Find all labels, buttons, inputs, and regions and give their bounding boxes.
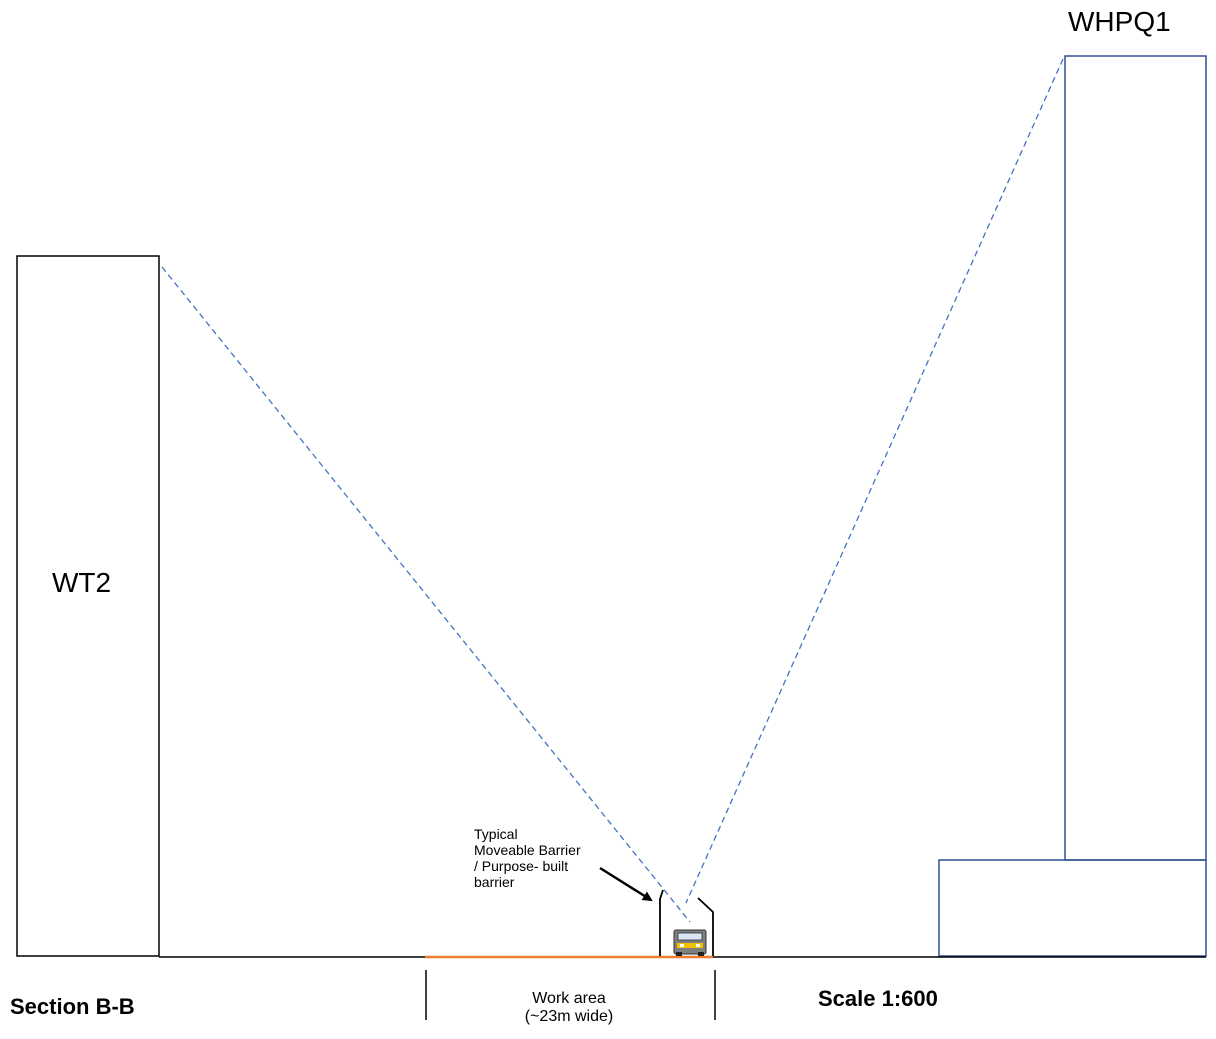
barrier-label-line1: Typical	[474, 826, 518, 842]
building-whpq1-podium	[938, 859, 1207, 957]
barrier-label-line2: Moveable Barrier	[474, 842, 581, 858]
barrier-right-panel	[697, 897, 714, 956]
building-wt2	[16, 255, 160, 957]
scale-label: Scale 1:600	[818, 986, 938, 1011]
sightline-from-wt2	[161, 266, 691, 923]
building-whpq1-label: WHPQ1	[1068, 6, 1171, 37]
barrier-label: Typical Moveable Barrier / Purpose- buil…	[474, 826, 614, 890]
work-area-label-line2: (~23m wide)	[524, 1008, 614, 1025]
barrier-label-line3: / Purpose- built	[474, 858, 569, 874]
section-title: Section B-B	[10, 994, 135, 1019]
truck-icon	[673, 929, 707, 956]
work-area-label: Work area (~23m wide)	[494, 990, 644, 1026]
barrier-label-line4: barrier	[474, 874, 515, 890]
barrier-left-panel	[659, 889, 664, 956]
building-wt2-label: WT2	[52, 567, 112, 598]
building-whpq1-tower	[1064, 55, 1207, 861]
sightline-from-whpq1	[685, 58, 1064, 904]
arrow-icon	[599, 866, 653, 902]
work-area-label-line1: Work area	[532, 990, 606, 1007]
